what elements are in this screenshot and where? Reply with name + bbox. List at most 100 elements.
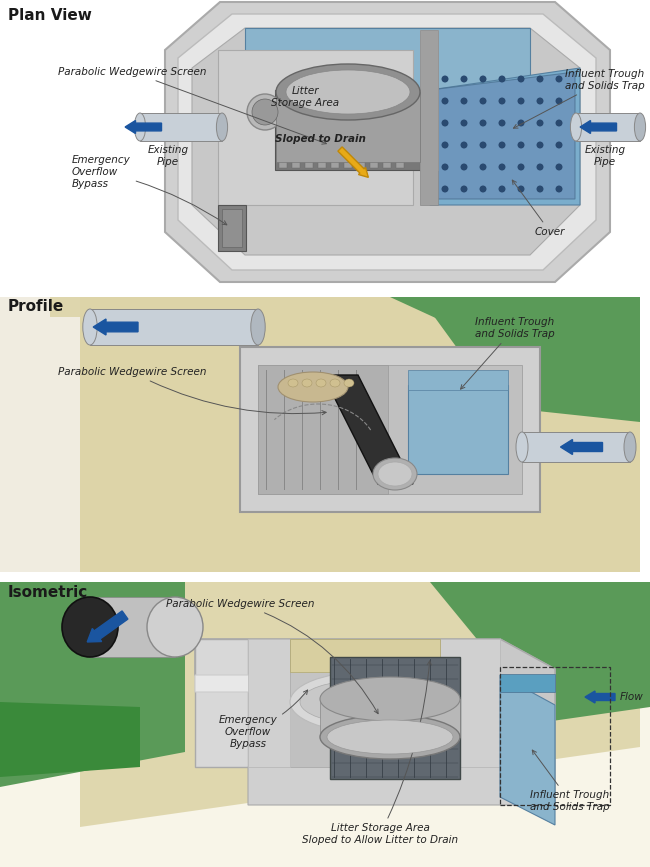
Ellipse shape <box>499 186 506 192</box>
Ellipse shape <box>290 672 440 732</box>
Ellipse shape <box>571 113 582 141</box>
Bar <box>275 90 420 170</box>
Polygon shape <box>165 2 610 282</box>
Ellipse shape <box>499 141 506 148</box>
Ellipse shape <box>247 94 283 130</box>
Ellipse shape <box>288 379 298 387</box>
Ellipse shape <box>278 372 348 402</box>
Bar <box>396 92 404 168</box>
Polygon shape <box>248 639 290 767</box>
Polygon shape <box>50 297 630 512</box>
Ellipse shape <box>517 164 525 171</box>
Ellipse shape <box>517 120 525 127</box>
Text: Emergency
Overflow
Bypass: Emergency Overflow Bypass <box>218 690 307 748</box>
Text: Influent Trough
and Solids Trap: Influent Trough and Solids Trap <box>514 69 645 128</box>
Polygon shape <box>248 639 500 767</box>
FancyArrow shape <box>93 319 138 335</box>
FancyArrow shape <box>338 147 369 178</box>
Bar <box>0 582 650 867</box>
Text: Influent Trough
and Solids Trap: Influent Trough and Solids Trap <box>530 750 610 812</box>
Ellipse shape <box>624 432 636 462</box>
Ellipse shape <box>556 186 562 192</box>
Text: Flow: Flow <box>620 692 644 702</box>
Ellipse shape <box>441 186 448 192</box>
Bar <box>383 92 391 168</box>
Text: Existing
Pipe: Existing Pipe <box>584 145 625 166</box>
Ellipse shape <box>480 97 486 105</box>
FancyArrow shape <box>125 121 161 134</box>
FancyArrow shape <box>560 440 603 454</box>
Ellipse shape <box>216 113 228 141</box>
Polygon shape <box>500 675 555 825</box>
Polygon shape <box>323 375 413 484</box>
Polygon shape <box>80 582 640 827</box>
Ellipse shape <box>441 97 448 105</box>
Polygon shape <box>500 639 555 805</box>
Ellipse shape <box>480 75 486 82</box>
FancyArrow shape <box>87 611 128 642</box>
Ellipse shape <box>634 113 645 141</box>
Ellipse shape <box>344 379 354 387</box>
Bar <box>320 699 460 737</box>
Ellipse shape <box>536 164 543 171</box>
Ellipse shape <box>480 186 486 192</box>
Polygon shape <box>420 297 640 422</box>
Text: Parabolic Wedgewire Screen: Parabolic Wedgewire Screen <box>58 367 326 414</box>
Ellipse shape <box>556 75 562 82</box>
Ellipse shape <box>460 164 467 171</box>
Polygon shape <box>430 68 580 205</box>
Ellipse shape <box>499 164 506 171</box>
Bar <box>305 92 313 168</box>
Ellipse shape <box>316 379 326 387</box>
Ellipse shape <box>499 97 506 105</box>
Text: Plan View: Plan View <box>8 8 92 23</box>
Bar <box>258 365 522 494</box>
Text: Sloped to Drain: Sloped to Drain <box>274 134 365 144</box>
Bar <box>140 113 222 141</box>
Ellipse shape <box>536 141 543 148</box>
Ellipse shape <box>135 113 146 141</box>
Bar <box>576 113 640 141</box>
Polygon shape <box>0 582 185 787</box>
Bar <box>420 30 438 170</box>
Polygon shape <box>80 297 640 572</box>
Ellipse shape <box>517 97 525 105</box>
Ellipse shape <box>536 120 543 127</box>
Bar <box>292 92 300 168</box>
Ellipse shape <box>517 186 525 192</box>
Ellipse shape <box>441 120 448 127</box>
Ellipse shape <box>480 120 486 127</box>
Text: Emergency
Overflow
Bypass: Emergency Overflow Bypass <box>72 155 227 225</box>
Text: Litter
Storage Area: Litter Storage Area <box>271 86 339 108</box>
Polygon shape <box>195 639 555 705</box>
Ellipse shape <box>330 379 340 387</box>
Ellipse shape <box>441 141 448 148</box>
Polygon shape <box>248 767 555 805</box>
Ellipse shape <box>536 75 543 82</box>
Ellipse shape <box>556 164 562 171</box>
Text: Profile: Profile <box>8 299 64 314</box>
Polygon shape <box>440 639 500 767</box>
Ellipse shape <box>460 120 467 127</box>
Ellipse shape <box>460 97 467 105</box>
Ellipse shape <box>300 680 430 724</box>
Bar <box>218 205 246 251</box>
Ellipse shape <box>147 597 203 657</box>
Polygon shape <box>290 639 440 672</box>
Ellipse shape <box>536 186 543 192</box>
Polygon shape <box>0 702 140 777</box>
Polygon shape <box>430 582 650 722</box>
Ellipse shape <box>378 462 412 486</box>
Bar <box>318 92 326 168</box>
Polygon shape <box>330 657 460 779</box>
Ellipse shape <box>276 64 420 120</box>
Ellipse shape <box>460 186 467 192</box>
Ellipse shape <box>441 75 448 82</box>
Bar <box>344 92 352 168</box>
Ellipse shape <box>327 720 453 754</box>
Polygon shape <box>430 72 575 199</box>
Bar <box>240 347 540 512</box>
Bar <box>500 674 555 692</box>
Polygon shape <box>192 28 580 255</box>
Bar <box>357 92 365 168</box>
